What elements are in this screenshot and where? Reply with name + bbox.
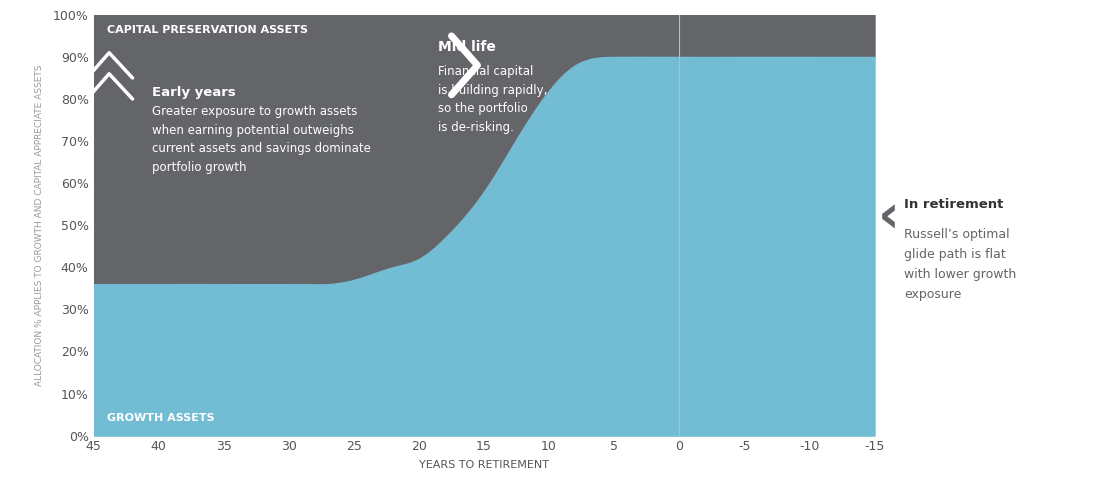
Text: In retirement: In retirement	[904, 198, 1003, 211]
X-axis label: YEARS TO RETIREMENT: YEARS TO RETIREMENT	[419, 460, 549, 470]
Text: CAPITAL PRESERVATION ASSETS: CAPITAL PRESERVATION ASSETS	[107, 25, 308, 35]
Text: Early years: Early years	[152, 86, 235, 99]
Text: ‹: ‹	[878, 192, 900, 244]
Text: Russell’s optimal
glide path is flat
with lower growth
exposure: Russell’s optimal glide path is flat wit…	[904, 228, 1016, 300]
Y-axis label: ALLOCATION % APPLIES TO GROWTH AND CAPITAL APPRECIATE ASSETS: ALLOCATION % APPLIES TO GROWTH AND CAPIT…	[35, 64, 44, 386]
Text: Mid life: Mid life	[439, 40, 496, 54]
Text: Financial capital
is building rapidly,
so the portfolio
is de-risking.: Financial capital is building rapidly, s…	[439, 65, 548, 134]
Text: Greater exposure to growth assets
when earning potential outweighs
current asset: Greater exposure to growth assets when e…	[152, 105, 371, 174]
Text: GROWTH ASSETS: GROWTH ASSETS	[107, 413, 214, 423]
